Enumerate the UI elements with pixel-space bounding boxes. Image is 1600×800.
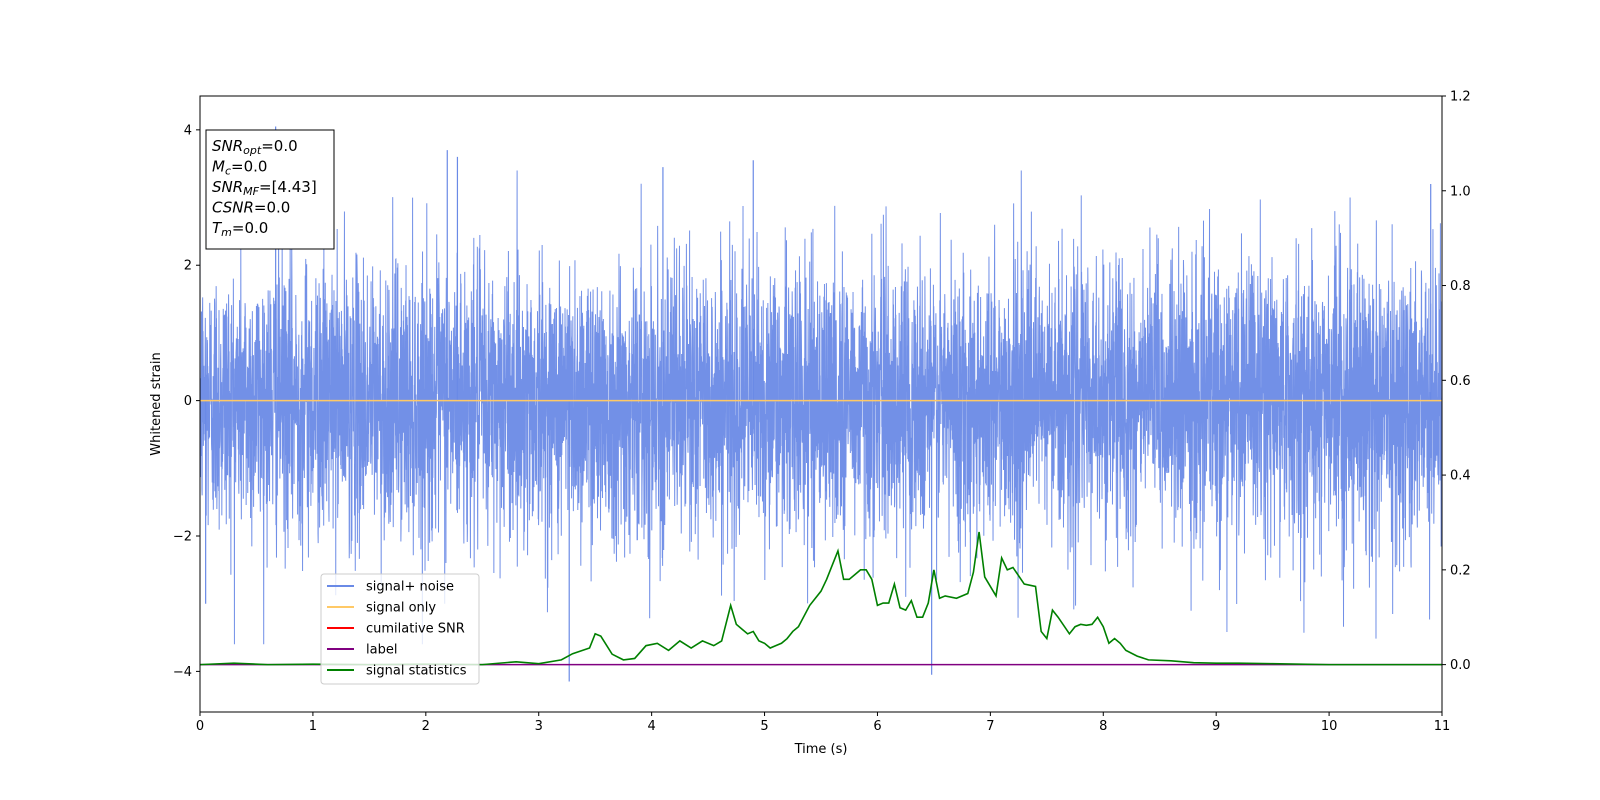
x-axis-label: Time (s) [794,742,848,757]
legend-label: signal only [366,601,436,616]
y-axis-label: Whitened strain [149,352,164,455]
x-tick-label: 8 [1099,719,1107,734]
annotation-line: Tm=0.0 [212,219,268,239]
annotation-line: CSNR=0.0 [212,199,290,217]
y2-tick-label: 1.2 [1450,90,1471,105]
y-tick-label: −2 [173,530,192,545]
legend-label: cumilative SNR [366,622,465,637]
legend-label: signal+ noise [366,580,454,595]
x-tick-label: 0 [196,719,204,734]
annotation-line: SNRopt=0.0 [212,137,298,157]
plot-area [200,126,1442,682]
x-tick-label: 10 [1321,719,1338,734]
y2-tick-label: 0.6 [1450,374,1471,389]
legend-frame [320,573,480,685]
legend-label: signal statistics [366,664,467,679]
y2-tick-label: 1.0 [1450,184,1471,199]
axis-ticks: 0 1 2 3 4 5 6 7 8 9 10 11 −4 −2 0 2 4 0.0 0.2 0.4 0.6 0.8 1.0 1… [173,90,1471,735]
y-tick-label: 0 [184,394,192,409]
y-tick-label: −4 [173,665,192,680]
y2-tick-label: 0.0 [1450,658,1471,673]
annotation-line: SNRMF=[4.43] [212,178,317,198]
series-signal-noise [200,170,1442,645]
y2-tick-label: 0.8 [1450,279,1471,294]
x-tick-label: 7 [986,719,994,734]
x-tick-label: 11 [1434,719,1451,734]
legend: signal+ noise signal only cumilative SNR la… [320,573,480,685]
legend-label: label [366,643,397,658]
x-tick-label: 4 [647,719,655,734]
y2-tick-label: 0.4 [1450,469,1471,484]
y-tick-label: 2 [184,259,192,274]
axes-frame [199,95,1443,713]
annotation-line: Mc=0.0 [212,158,267,178]
x-tick-label: 2 [422,719,430,734]
x-tick-label: 5 [760,719,768,734]
y-tick-label: 4 [184,123,192,138]
x-tick-label: 6 [873,719,881,734]
x-tick-label: 3 [535,719,543,734]
annotation-frame [205,129,335,250]
series-signal-statistics [200,531,1442,666]
x-tick-label: 9 [1212,719,1220,734]
y2-tick-label: 0.2 [1450,563,1471,578]
x-tick-label: 1 [309,719,317,734]
